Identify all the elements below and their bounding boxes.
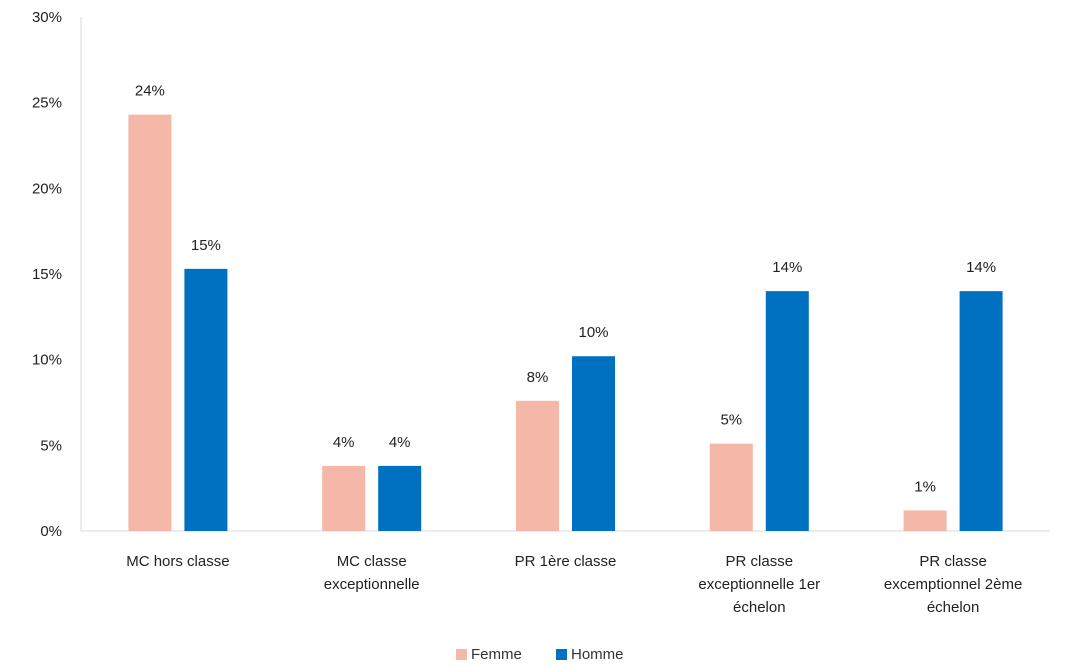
bar-homme [378,465,422,531]
bar-femme [322,465,366,531]
bar-homme [572,356,615,531]
bar-femme [709,443,753,531]
data-label-femme: 8% [527,369,549,386]
bars [128,114,1003,531]
category-labels: MC hors classe MC classe exceptionnelle PR … [126,553,1022,616]
data-label-femme: 24% [135,83,165,100]
bar-homme [959,291,1003,531]
y-tick-label: 20% [32,180,62,197]
legend-label-femme: Femme [471,646,522,663]
y-tick-label: 15% [32,266,62,283]
axes: 0% 5% 10% 15% 20% 25% 30% [32,9,1050,540]
category-label: PR classe excemptionnel 2ème échelon [884,553,1022,616]
y-tick-label: 5% [40,437,62,454]
legend-swatch-femme [456,649,467,660]
category-label: PR 1ère classe [515,553,617,570]
bar-femme [903,510,947,531]
data-label-femme: 1% [914,478,936,495]
data-label-homme: 15% [191,237,221,254]
data-labels: 24% 15% 4% 4% 8% 10% 5% 14% 1% 14% [135,83,996,496]
bar-homme [184,268,228,531]
y-tick-label: 10% [32,352,62,369]
bar-homme [765,291,809,531]
category-label: PR classe exceptionnelle 1er échelon [698,553,820,616]
bar-femme [128,114,172,531]
data-label-femme: 4% [333,434,355,451]
data-label-homme: 4% [389,434,411,451]
y-tick-label: 30% [32,9,62,26]
bar-femme [516,400,559,531]
legend-label-homme: Homme [571,646,624,663]
legend: Femme Homme [456,646,624,663]
data-label-homme: 14% [966,259,996,276]
data-label-homme: 14% [772,259,802,276]
data-label-femme: 5% [720,412,742,429]
category-label: MC classe exceptionnelle [324,553,420,593]
y-tick-label: 25% [32,95,62,112]
legend-swatch-homme [556,649,567,660]
data-label-homme: 10% [578,324,608,341]
category-label: MC hors classe [126,553,229,570]
y-tick-label: 0% [40,523,62,540]
